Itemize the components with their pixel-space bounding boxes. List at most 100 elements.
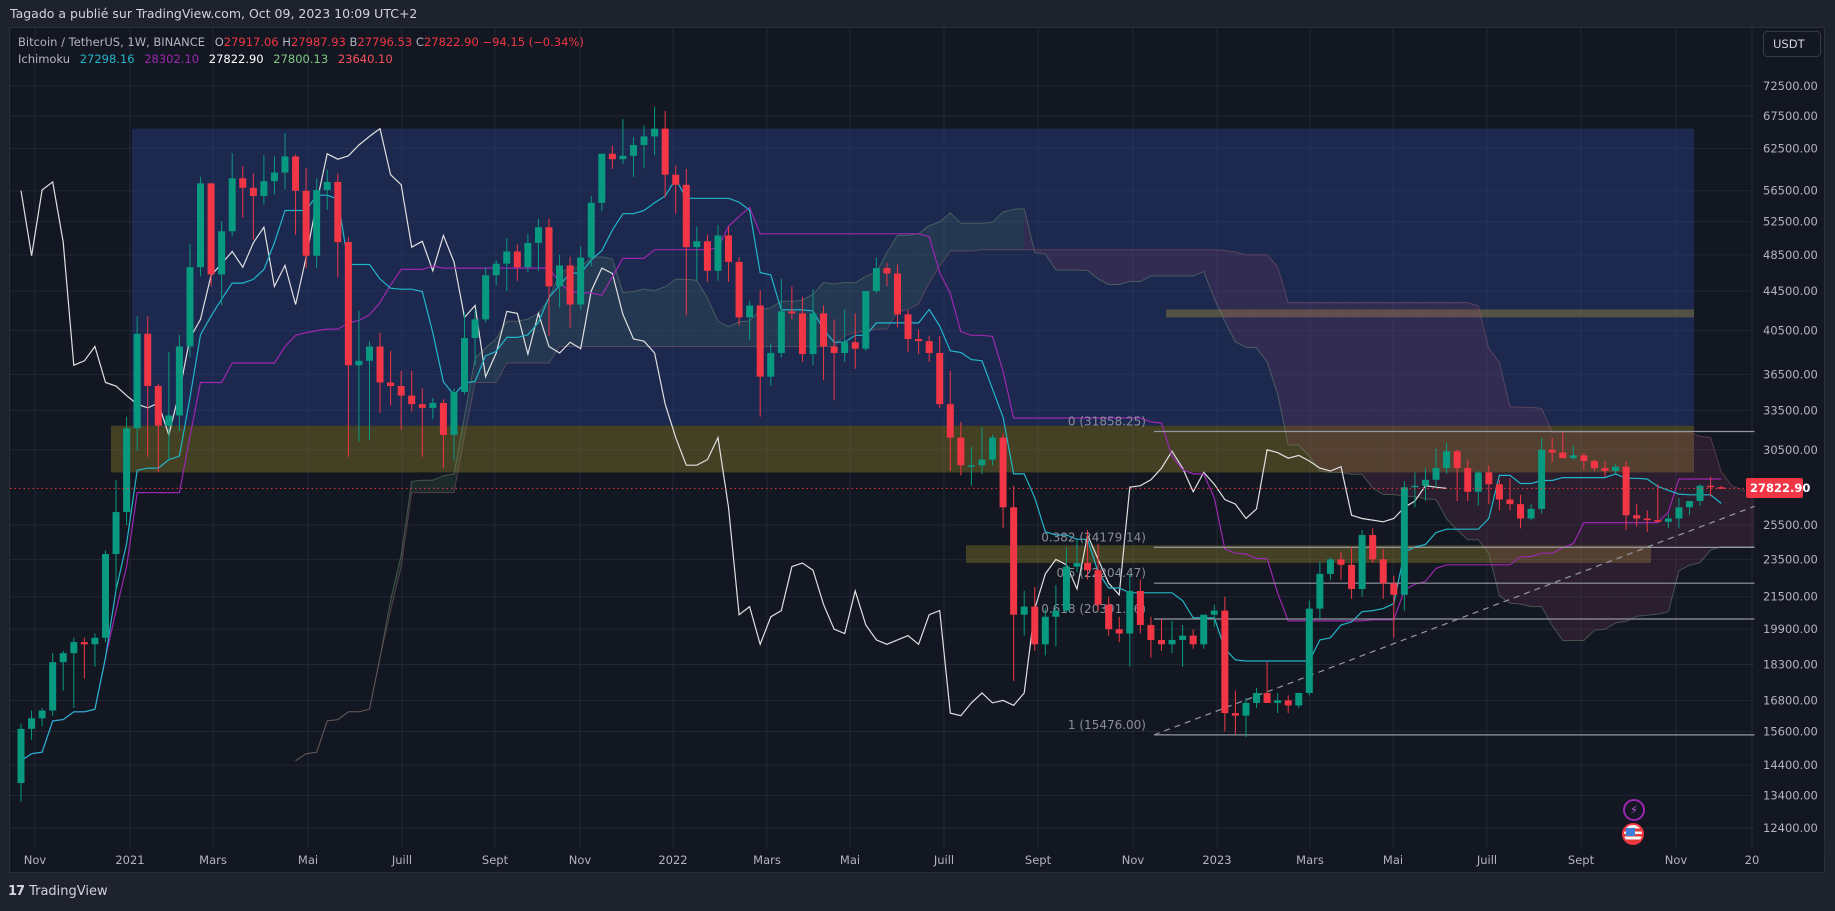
- time-tick-label: Nov: [569, 853, 592, 867]
- candle: [735, 261, 743, 318]
- candle: [619, 155, 627, 160]
- tradingview-brand[interactable]: TradingView: [29, 884, 108, 899]
- yellow-support-band[interactable]: [966, 545, 1651, 563]
- lightning-event-icon[interactable]: ⚡: [1623, 799, 1645, 821]
- yellow-upper-band[interactable]: [1166, 309, 1694, 318]
- candle: [556, 265, 564, 287]
- price-tick-label: 72500.00: [1763, 79, 1818, 93]
- candle: [1506, 499, 1514, 505]
- candle: [1495, 484, 1503, 500]
- price-tick-label: 56500.00: [1763, 184, 1818, 198]
- candle: [429, 402, 437, 408]
- ichimoku-legend-row: Ichimoku 27298.16 28302.10 27822.90 2780…: [18, 51, 590, 68]
- candle: [1115, 629, 1123, 634]
- candle: [587, 202, 595, 258]
- time-tick-label: 2023: [1202, 853, 1231, 867]
- price-tick-label: 19900.00: [1763, 622, 1818, 636]
- ichimoku-span-b-value: 23640.10: [337, 52, 393, 66]
- fibonacci-retracement[interactable]: 0 (31858.25)0.382 (24179.14)0.5 (22204.4…: [1041, 414, 1756, 736]
- candle: [101, 554, 109, 638]
- candle: [59, 653, 67, 663]
- candle: [397, 386, 405, 396]
- candle: [175, 346, 183, 416]
- high-value: 27987.93: [290, 35, 346, 49]
- candle: [144, 333, 152, 387]
- currency-selector-button[interactable]: USDT: [1763, 31, 1821, 57]
- candle: [1390, 583, 1398, 595]
- candle: [925, 341, 933, 354]
- tradingview-logo-icon: 17: [8, 884, 25, 899]
- candle: [1358, 535, 1366, 589]
- candle: [281, 156, 289, 173]
- candle: [365, 346, 373, 361]
- price-tick-label: 13400.00: [1763, 788, 1818, 802]
- candle: [91, 637, 99, 645]
- blue-range-box[interactable]: [132, 128, 1694, 426]
- price-axis[interactable]: 72500.00 67500.00 62500.00 56500.00 52500.00…: [1763, 79, 1818, 835]
- candle: [492, 263, 500, 276]
- candle: [1707, 485, 1715, 488]
- time-tick-label: Juill: [391, 853, 412, 867]
- candle: [788, 311, 796, 314]
- us-flag-event-icon[interactable]: [1622, 823, 1644, 845]
- candle: [418, 404, 426, 408]
- candle: [1062, 566, 1070, 611]
- ichimoku-label[interactable]: Ichimoku: [18, 52, 71, 66]
- symbol-name[interactable]: Bitcoin / TetherUS, 1W, BINANCE: [18, 35, 206, 49]
- candle: [1105, 604, 1113, 630]
- candle: [1052, 610, 1060, 617]
- price-tick-label: 52500.00: [1763, 215, 1818, 229]
- candle: [1569, 455, 1577, 459]
- yellow-resistance-band[interactable]: [111, 425, 1694, 473]
- currency-label: USDT: [1773, 37, 1805, 51]
- price-tick-label: 18300.00: [1763, 657, 1818, 671]
- price-tick-label: 36500.00: [1763, 367, 1818, 381]
- candle: [534, 227, 542, 243]
- time-tick-label: Nov: [1122, 853, 1145, 867]
- candle: [1231, 713, 1239, 716]
- candle: [915, 339, 923, 342]
- candle: [503, 251, 511, 264]
- current-price-tag: 27822.90: [1746, 478, 1810, 498]
- candle: [49, 662, 57, 711]
- candle: [1136, 590, 1144, 626]
- candle: [344, 242, 352, 366]
- candle: [387, 382, 395, 387]
- plot-area[interactable]: 0 (31858.25)0.382 (24179.14)0.5 (22204.4…: [10, 28, 1835, 848]
- candle: [355, 360, 363, 366]
- candle: [1443, 451, 1451, 469]
- candle: [566, 265, 574, 305]
- candle: [1147, 625, 1155, 640]
- dashed-trendline[interactable]: [1153, 505, 1756, 736]
- candle: [482, 275, 490, 320]
- time-tick-label: Juill: [1476, 853, 1497, 867]
- candle: [967, 465, 975, 467]
- candle: [513, 251, 521, 268]
- price-tick-label: 30500.00: [1763, 443, 1818, 457]
- candle: [17, 728, 25, 784]
- candle: [545, 227, 553, 287]
- candle: [893, 273, 901, 315]
- candle: [1295, 692, 1303, 706]
- candle: [1337, 559, 1345, 565]
- symbol-legend-row: Bitcoin / TetherUS, 1W, BINANCE O27917.0…: [18, 34, 590, 51]
- candle: [1253, 692, 1261, 703]
- candle: [714, 235, 722, 271]
- price-tick-label: 62500.00: [1763, 141, 1818, 155]
- candle: [1464, 468, 1472, 492]
- low-label: B: [349, 35, 358, 49]
- time-axis[interactable]: Nov 2021 Mars Mai Juill Sept Nov 2022 Mars Mai Jui…: [24, 853, 1760, 867]
- candle: [450, 391, 458, 435]
- candle: [38, 710, 46, 719]
- candle: [1601, 468, 1609, 471]
- candle: [1622, 466, 1630, 516]
- candle: [1474, 472, 1482, 492]
- candle: [872, 268, 880, 292]
- ichimoku-chikou-value: 27822.90: [208, 52, 264, 66]
- time-tick-label: Sept: [482, 853, 509, 867]
- high-label: H: [282, 35, 291, 49]
- candle: [334, 181, 342, 243]
- candle: [1041, 616, 1049, 645]
- candle: [798, 313, 806, 355]
